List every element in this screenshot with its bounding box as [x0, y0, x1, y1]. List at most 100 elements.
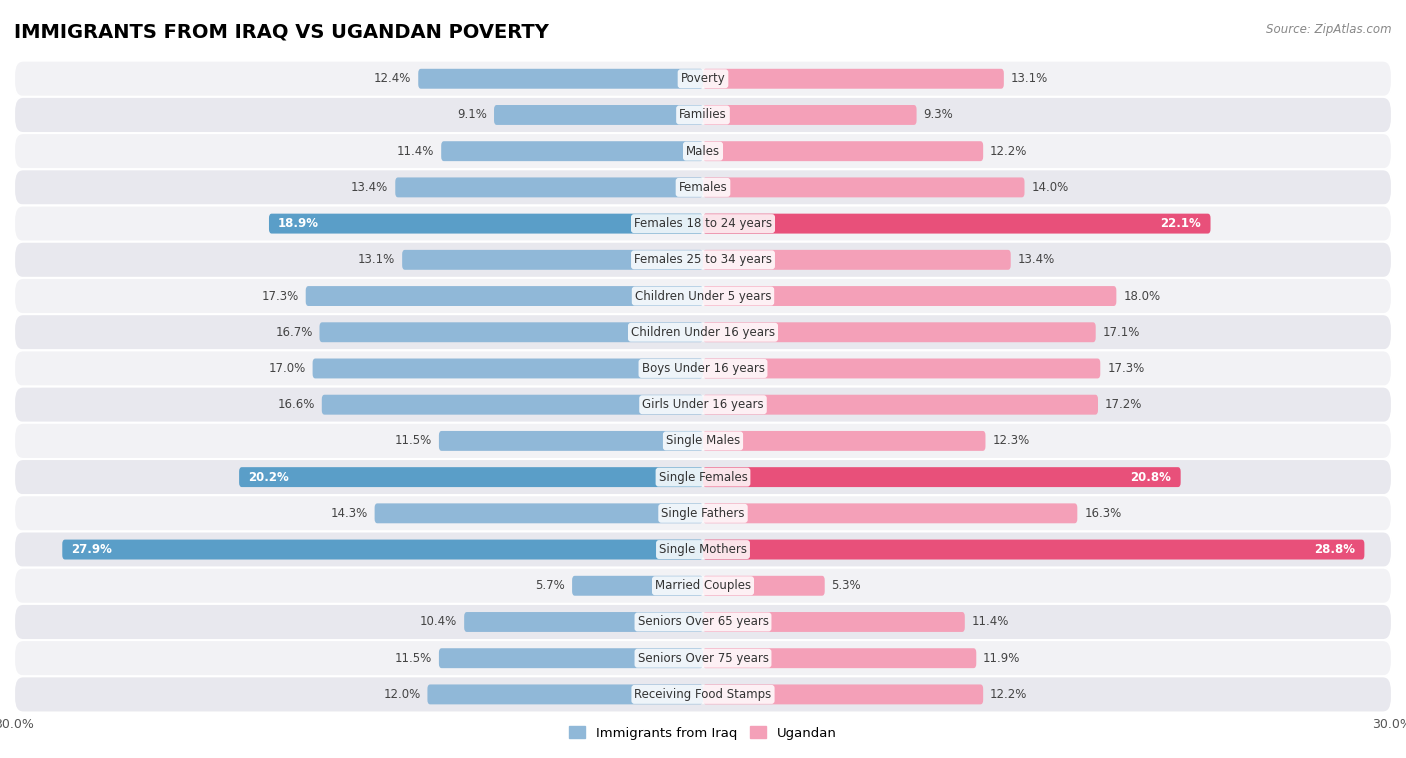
FancyBboxPatch shape: [395, 177, 703, 197]
Text: Poverty: Poverty: [681, 72, 725, 85]
FancyBboxPatch shape: [312, 359, 703, 378]
Text: 22.1%: 22.1%: [1160, 217, 1201, 230]
Text: Children Under 5 years: Children Under 5 years: [634, 290, 772, 302]
Text: 27.9%: 27.9%: [72, 543, 112, 556]
FancyBboxPatch shape: [703, 69, 1004, 89]
FancyBboxPatch shape: [703, 648, 976, 668]
FancyBboxPatch shape: [703, 359, 1101, 378]
FancyBboxPatch shape: [14, 459, 1392, 495]
FancyBboxPatch shape: [703, 105, 917, 125]
FancyBboxPatch shape: [703, 286, 1116, 306]
Text: 17.3%: 17.3%: [1107, 362, 1144, 375]
FancyBboxPatch shape: [703, 395, 1098, 415]
Text: Single Males: Single Males: [666, 434, 740, 447]
Text: 5.3%: 5.3%: [831, 579, 862, 592]
FancyBboxPatch shape: [269, 214, 703, 233]
Text: 11.4%: 11.4%: [396, 145, 434, 158]
Text: 9.1%: 9.1%: [457, 108, 486, 121]
FancyBboxPatch shape: [239, 467, 703, 487]
FancyBboxPatch shape: [703, 467, 1181, 487]
FancyBboxPatch shape: [14, 314, 1392, 350]
Text: 12.2%: 12.2%: [990, 688, 1028, 701]
Text: 17.0%: 17.0%: [269, 362, 305, 375]
FancyBboxPatch shape: [14, 61, 1392, 97]
FancyBboxPatch shape: [14, 169, 1392, 205]
Text: 18.0%: 18.0%: [1123, 290, 1160, 302]
Text: Source: ZipAtlas.com: Source: ZipAtlas.com: [1267, 23, 1392, 36]
Text: 17.1%: 17.1%: [1102, 326, 1140, 339]
FancyBboxPatch shape: [14, 133, 1392, 169]
FancyBboxPatch shape: [441, 141, 703, 161]
Text: Males: Males: [686, 145, 720, 158]
Text: 16.6%: 16.6%: [277, 398, 315, 411]
FancyBboxPatch shape: [703, 141, 983, 161]
Text: 14.0%: 14.0%: [1032, 181, 1069, 194]
FancyBboxPatch shape: [494, 105, 703, 125]
FancyBboxPatch shape: [427, 684, 703, 704]
FancyBboxPatch shape: [14, 205, 1392, 242]
Text: 17.3%: 17.3%: [262, 290, 299, 302]
Text: Seniors Over 65 years: Seniors Over 65 years: [637, 615, 769, 628]
Text: Females 25 to 34 years: Females 25 to 34 years: [634, 253, 772, 266]
FancyBboxPatch shape: [14, 97, 1392, 133]
Text: 11.9%: 11.9%: [983, 652, 1021, 665]
Text: 14.3%: 14.3%: [330, 507, 368, 520]
Text: 16.7%: 16.7%: [276, 326, 312, 339]
Text: 20.2%: 20.2%: [249, 471, 290, 484]
Text: 12.4%: 12.4%: [374, 72, 412, 85]
FancyBboxPatch shape: [14, 604, 1392, 640]
FancyBboxPatch shape: [402, 250, 703, 270]
FancyBboxPatch shape: [703, 540, 1364, 559]
Text: 12.2%: 12.2%: [990, 145, 1028, 158]
FancyBboxPatch shape: [14, 278, 1392, 314]
Text: 13.4%: 13.4%: [1018, 253, 1054, 266]
FancyBboxPatch shape: [319, 322, 703, 342]
FancyBboxPatch shape: [14, 568, 1392, 604]
FancyBboxPatch shape: [703, 177, 1025, 197]
FancyBboxPatch shape: [322, 395, 703, 415]
Text: 28.8%: 28.8%: [1315, 543, 1355, 556]
Legend: Immigrants from Iraq, Ugandan: Immigrants from Iraq, Ugandan: [564, 721, 842, 745]
Text: 11.4%: 11.4%: [972, 615, 1010, 628]
Text: 11.5%: 11.5%: [395, 652, 432, 665]
FancyBboxPatch shape: [439, 648, 703, 668]
Text: 13.1%: 13.1%: [359, 253, 395, 266]
Text: Single Mothers: Single Mothers: [659, 543, 747, 556]
FancyBboxPatch shape: [14, 676, 1392, 713]
Text: 18.9%: 18.9%: [278, 217, 319, 230]
Text: Families: Families: [679, 108, 727, 121]
FancyBboxPatch shape: [572, 576, 703, 596]
Text: 17.2%: 17.2%: [1105, 398, 1142, 411]
FancyBboxPatch shape: [703, 250, 1011, 270]
Text: Boys Under 16 years: Boys Under 16 years: [641, 362, 765, 375]
FancyBboxPatch shape: [703, 576, 825, 596]
Text: Receiving Food Stamps: Receiving Food Stamps: [634, 688, 772, 701]
FancyBboxPatch shape: [14, 495, 1392, 531]
Text: Children Under 16 years: Children Under 16 years: [631, 326, 775, 339]
Text: Seniors Over 75 years: Seniors Over 75 years: [637, 652, 769, 665]
Text: 9.3%: 9.3%: [924, 108, 953, 121]
FancyBboxPatch shape: [703, 431, 986, 451]
FancyBboxPatch shape: [703, 503, 1077, 523]
FancyBboxPatch shape: [439, 431, 703, 451]
Text: Females: Females: [679, 181, 727, 194]
Text: 20.8%: 20.8%: [1130, 471, 1171, 484]
Text: 13.1%: 13.1%: [1011, 72, 1047, 85]
FancyBboxPatch shape: [14, 350, 1392, 387]
Text: Girls Under 16 years: Girls Under 16 years: [643, 398, 763, 411]
FancyBboxPatch shape: [703, 214, 1211, 233]
FancyBboxPatch shape: [14, 242, 1392, 278]
Text: Single Fathers: Single Fathers: [661, 507, 745, 520]
Text: 16.3%: 16.3%: [1084, 507, 1122, 520]
Text: 13.4%: 13.4%: [352, 181, 388, 194]
FancyBboxPatch shape: [14, 640, 1392, 676]
FancyBboxPatch shape: [305, 286, 703, 306]
FancyBboxPatch shape: [14, 531, 1392, 568]
FancyBboxPatch shape: [703, 612, 965, 632]
FancyBboxPatch shape: [418, 69, 703, 89]
FancyBboxPatch shape: [374, 503, 703, 523]
Text: 5.7%: 5.7%: [536, 579, 565, 592]
Text: IMMIGRANTS FROM IRAQ VS UGANDAN POVERTY: IMMIGRANTS FROM IRAQ VS UGANDAN POVERTY: [14, 23, 548, 42]
Text: 10.4%: 10.4%: [420, 615, 457, 628]
Text: 12.3%: 12.3%: [993, 434, 1029, 447]
